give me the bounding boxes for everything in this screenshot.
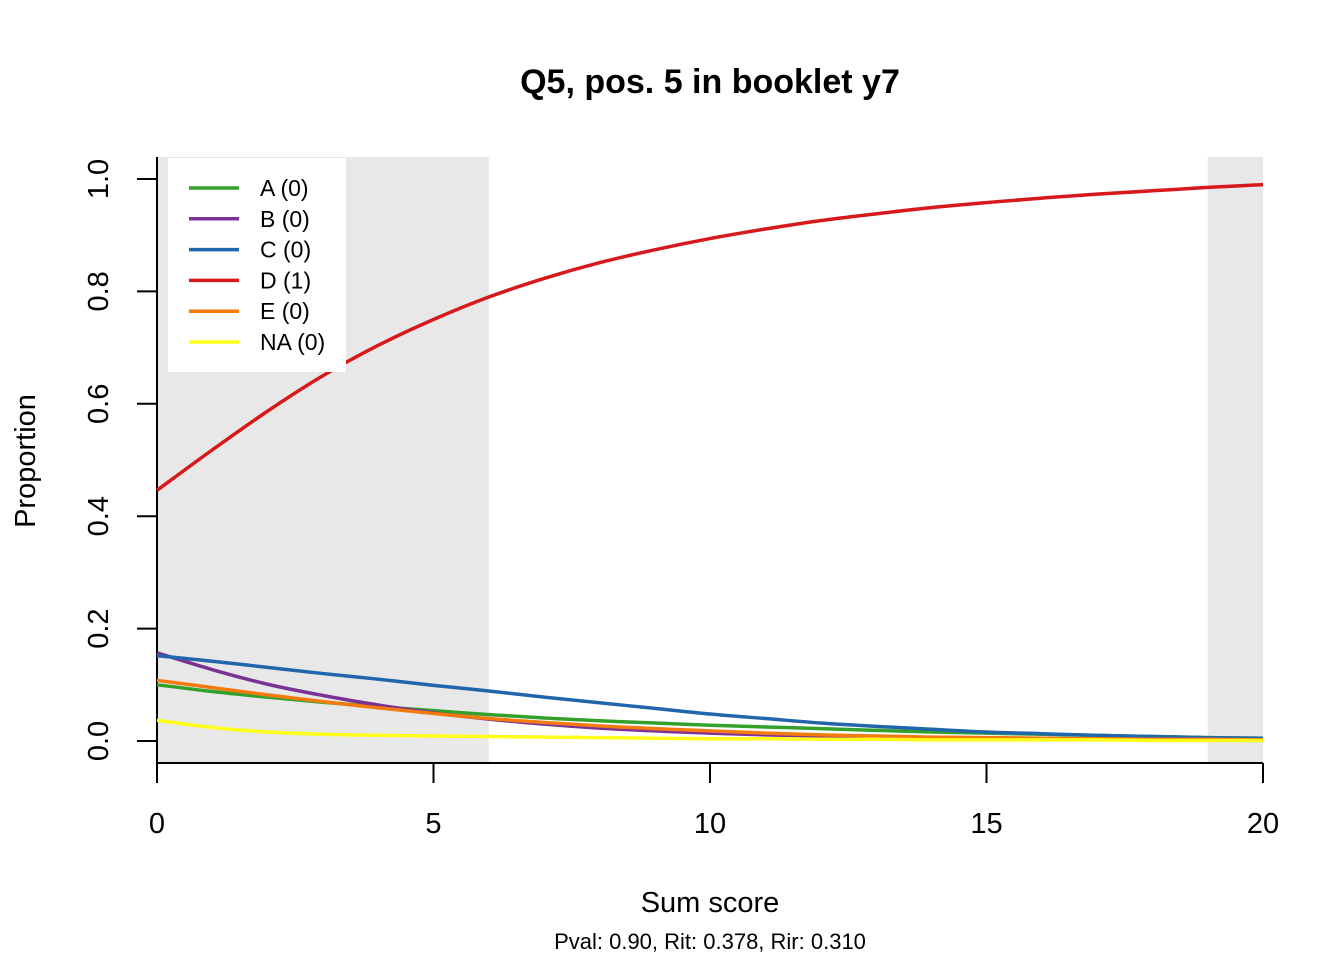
x-tick-label: 10: [694, 808, 726, 840]
x-axis-label: Sum score: [641, 887, 780, 919]
x-tick-label: 20: [1247, 808, 1279, 840]
y-tick-label: 0.6: [83, 384, 115, 424]
x-tick-label: 5: [425, 808, 441, 840]
legend-label: D (1): [260, 267, 311, 293]
series-lines: [155, 182, 1264, 743]
y-tick-label: 0.4: [83, 496, 115, 536]
x-axis-ticks: 0 5 10 15 20: [149, 763, 1279, 840]
series-line-c-0: [156, 653, 1264, 740]
y-axis-label: Proportion: [10, 394, 42, 528]
legend-label: C (0): [260, 237, 311, 263]
legend-label: A (0): [260, 175, 309, 201]
legend-background: [168, 158, 346, 372]
y-tick-label: 0.0: [83, 721, 115, 761]
series-line-d-1: [155, 182, 1264, 492]
series-line-na-0: [156, 718, 1263, 743]
y-tick-label: 0.2: [83, 608, 115, 648]
shaded-region-1: [1207, 157, 1263, 763]
legend: A (0) B (0) C (0) D (1) E (0) NA (0): [168, 158, 346, 372]
x-tick-label: 0: [149, 808, 165, 840]
y-tick-label: 0.8: [83, 271, 115, 311]
legend-label: B (0): [260, 206, 310, 232]
y-axis-ticks: 0.0 0.2 0.4 0.6 0.8 1.0: [83, 159, 157, 761]
legend-label: E (0): [260, 298, 310, 324]
stats-caption: Pval: 0.90, Rit: 0.378, Rir: 0.310: [554, 929, 866, 954]
y-tick-label: 1.0: [83, 159, 115, 199]
x-tick-label: 15: [970, 808, 1002, 840]
legend-label: NA (0): [260, 329, 325, 355]
chart-title: Q5, pos. 5 in booklet y7: [520, 63, 900, 101]
